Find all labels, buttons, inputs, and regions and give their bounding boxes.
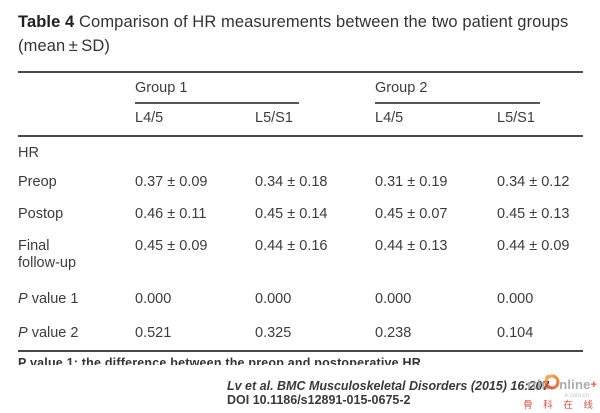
row-label-italic: P [18,325,28,341]
col-header-g1-l5s1: L5/S1 [255,110,293,126]
table-cell: 0.44 ± 0.13 [375,238,448,254]
table-number: Table 4 [18,13,75,31]
group1-header: Group 1 [135,73,299,104]
group2-header: Group 2 [375,73,540,104]
table-cell: 0.31 ± 0.19 [375,174,448,190]
table-cell: 0.000 [255,291,292,307]
table-cell: 0.44 ± 0.16 [255,238,328,254]
citation-line2: DOI 10.1186/s12891-015-0675-2 [227,393,411,407]
row-label-text: Preop [18,174,57,190]
table-cell: 0.34 ± 0.12 [497,174,570,190]
row-label-text: Postop [18,206,64,222]
row-label-final-follow-up: Final follow-up [18,228,135,277]
watermark-orthonline: rth nline + e.com.cn 骨 科 在 线 [497,374,597,412]
table-cell: 0.45 ± 0.09 [135,238,208,254]
table-cell: 0.521 [135,325,172,341]
col-header-g2-l5s1: L5/S1 [497,110,535,126]
table-cell: 0.44 ± 0.09 [497,238,570,254]
row-label-text: value 1 [27,291,79,307]
footnote-clipped: P value 1: the difference between the pr… [18,356,421,365]
table-cell: 0.46 ± 0.11 [135,206,207,222]
figure-page: Table 4 Comparison of HR measurements be… [18,10,583,365]
table-cell: 0.325 [255,325,292,341]
table-cell: 0.37 ± 0.09 [135,174,208,190]
row-label-preop: Preop [18,164,135,196]
row-label-text: value 2 [27,325,79,341]
col-header-g1-l45: L4/5 [135,110,164,126]
table-cell: 0.000 [375,291,412,307]
watermark-text-suffix: nline [559,377,591,392]
row-label-p-value-1: P value 1 [18,277,135,313]
table-cell: 0.238 [375,325,412,341]
watermark-domain: e.com.cn [564,393,589,399]
citation-line1: Lv et al. BMC Musculoskeletal Disorders … [227,379,550,393]
watermark-text-prefix: rth [527,377,546,392]
table-title: Table 4 Comparison of HR measurements be… [18,10,583,58]
row-label-p-value-2: P value 2 [18,313,135,350]
table-cell: 0.104 [497,325,534,341]
row-label-postop: Postop [18,196,135,228]
row-label-italic: P [18,291,28,307]
col-header-g2-l45: L4/5 [375,110,404,126]
table-cell: 0.45 ± 0.07 [375,206,448,222]
table-cell: 0.000 [497,291,534,307]
bottom-rule [18,350,583,352]
table-caption: Comparison of HR measurements between th… [18,13,569,55]
section-label-hr: HR [18,145,39,161]
orthonline-swirl-icon [544,374,560,395]
header-rule [18,135,583,137]
table-cell: 0.34 ± 0.18 [255,174,328,190]
watermark-plus: + [590,378,597,391]
watermark-logo-row: rth nline + [497,374,597,395]
table-cell: 0.45 ± 0.14 [255,206,328,222]
top-rule [18,71,583,73]
table-cell: 0.45 ± 0.13 [497,206,570,222]
table-cell: 0.000 [135,291,172,307]
row-label-text: Final follow-up [18,238,77,271]
citation: Lv et al. BMC Musculoskeletal Disorders … [227,379,549,407]
watermark-chinese-text: 骨 科 在 线 [523,400,597,411]
hr-measurements-table: Group 1 Group 2 L4/5 L5/S1 L4/5 L5/S1 HR… [18,73,583,352]
